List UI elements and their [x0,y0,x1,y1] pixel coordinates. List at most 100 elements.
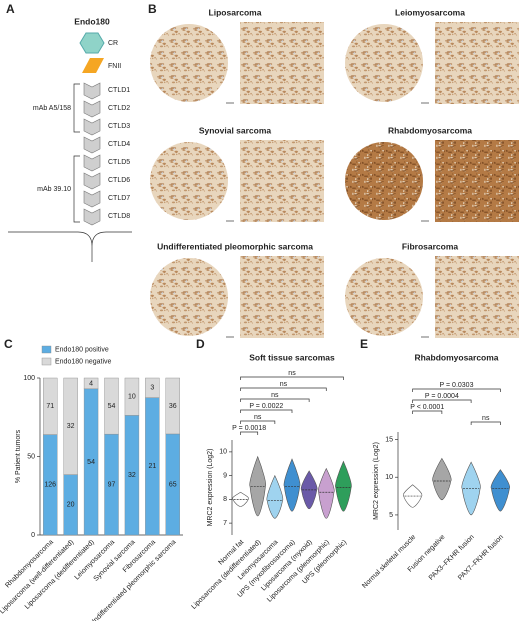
y-axis-label: MRC2 expression (Log2) [207,449,214,527]
bar-segment [63,377,78,475]
tma-core [345,258,423,336]
domain-label: CTLD2 [108,105,130,112]
significance-label: ns [280,381,288,388]
value-label: 65 [169,481,177,488]
significance-bracket [412,388,501,392]
bar-segment [145,377,160,398]
significance-label: P < 0.0001 [410,404,444,411]
value-label: 97 [108,481,116,488]
y-tick-label: 15 [385,436,393,443]
antibody-label: mAb A5/158 [33,105,71,112]
significance-label: P = 0.0303 [440,382,474,389]
x-tick-label: Liposarcoma (dedifferentiated) [190,539,262,611]
value-label: 54 [108,403,116,410]
chart-title: Soft tissue sarcomas [249,352,335,362]
tma-core [345,24,423,102]
tma-core [150,24,228,102]
y-tick-label: 5 [389,512,393,519]
violin [317,467,335,519]
tissue-zoom [435,140,519,222]
tissue-zoom [240,140,324,222]
y-tick-label: 10 [219,449,227,456]
legend-label: Endo180 negative [55,358,112,365]
bar-segment [165,377,180,435]
significance-bracket [240,420,276,424]
tissue-title: Leiomyosarcoma [395,7,465,17]
tissue-title: Fibrosarcoma [402,241,458,251]
significance-bracket [240,387,327,391]
panel-label: A [6,2,15,16]
tissue-zoom [240,22,324,104]
y-tick-label: 0 [31,532,35,539]
ctld-domain [83,190,101,208]
tma-core [345,142,423,220]
domain-label: CTLD7 [108,195,130,202]
significance-bracket [240,398,310,402]
ctld-domain [83,82,101,100]
y-tick-label: 9 [223,472,227,479]
ctld-domain [83,208,101,226]
domain-label: FNII [108,63,121,70]
ctld-domain [83,100,101,118]
y-tick-label: 100 [23,375,35,382]
legend-label: Endo180 positive [55,346,109,353]
antibody-bracket [73,155,80,223]
domain-label: CTLD3 [108,123,130,130]
domain-label: CTLD1 [108,87,130,94]
tma-core [150,258,228,336]
value-label: 126 [44,482,56,489]
tissue-zoom [435,22,519,104]
value-label: 21 [148,463,156,470]
significance-bracket [412,410,443,414]
significance-bracket [240,409,293,413]
significance-bracket [470,421,501,425]
bar-segment [43,377,58,435]
violin [283,458,301,512]
legend-swatch [41,345,52,354]
value-label: 10 [128,394,136,401]
violin [266,474,284,519]
violin [432,457,452,501]
significance-label: P = 0.0022 [249,403,283,410]
ctld-domain [83,172,101,190]
significance-label: ns [288,370,296,377]
tma-core [150,142,228,220]
fnii-domain [82,58,104,73]
legend-swatch [41,357,52,366]
ctld-domain [83,118,101,136]
tissue-zoom [435,256,519,338]
y-axis-label: MRC2 expression (Log2) [373,442,380,520]
bar-segment [124,377,140,416]
ctld-domain [83,136,101,154]
significance-bracket [240,431,259,435]
y-tick-label: 50 [27,453,35,460]
domain-label: CR [108,40,118,47]
domain-label: CTLD4 [108,141,130,148]
violin [490,469,511,512]
tissue-title: Rhabdomyosarcoma [388,125,472,135]
y-tick-label: 7 [223,520,227,527]
domain-label: CTLD6 [108,177,130,184]
protein-title: Endo180 [74,16,110,26]
tissue-title: Undifferentiated pleomorphic sarcoma [157,241,313,251]
significance-bracket [412,399,472,403]
value-label: 4 [89,380,93,387]
value-label: 54 [87,459,95,466]
violin [335,460,352,512]
membrane [8,231,132,262]
value-label: 32 [128,472,136,479]
value-label: 3 [150,385,154,392]
panel-label: C [4,337,13,351]
value-label: 71 [46,403,54,410]
antibody-label: mAb 39.10 [37,186,71,193]
domain-label: CTLD8 [108,213,130,220]
tissue-title: Synovial sarcoma [199,125,272,135]
panel-label: B [148,2,157,16]
value-label: 20 [67,502,75,509]
significance-label: ns [271,392,279,399]
tissue-zoom [240,256,324,338]
significance-label: P = 0.0018 [232,425,266,432]
chart-title: Rhabdomyosarcoma [414,352,498,362]
panel-label: E [360,337,368,351]
